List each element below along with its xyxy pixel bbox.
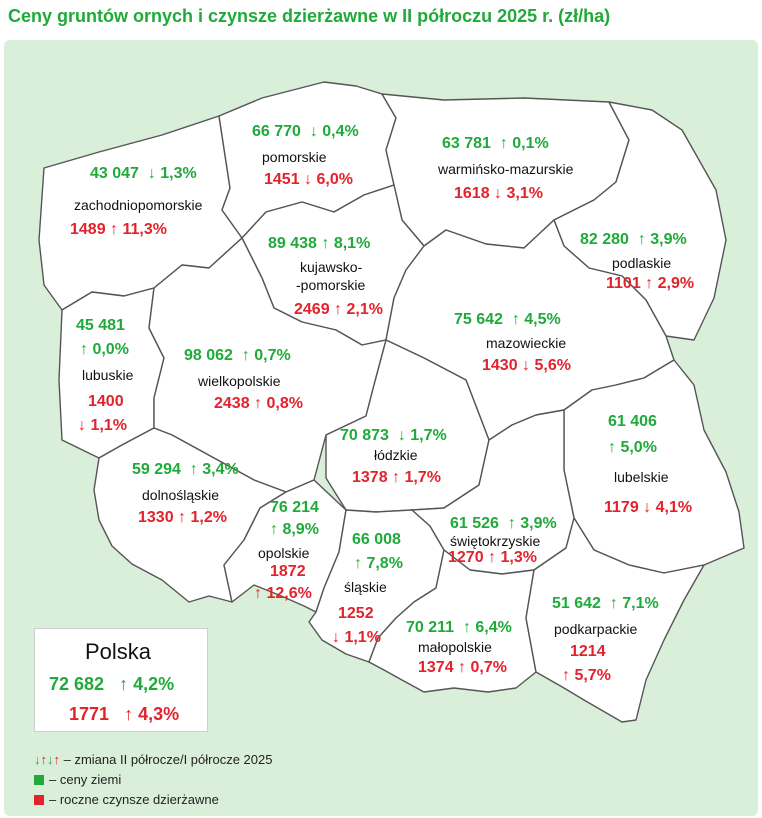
price-pomorskie: 66 770 ↓ 0,4%	[252, 123, 359, 140]
rent-slaskie: 1252	[338, 605, 374, 622]
rent-kujawsko-pomorskie: 2469 ↑ 2,1%	[294, 301, 383, 318]
poland-summary-box: Polska 72 682 ↑ 4,2% 1771 ↑ 4,3%	[34, 628, 208, 732]
price-lubuskie: 45 481	[76, 317, 125, 334]
price-podkarpackie: 51 642 ↑ 7,1%	[552, 595, 659, 612]
name-zachodniopomorskie: zachodniopomorskie	[74, 197, 203, 213]
name-slaskie: śląskie	[344, 579, 387, 595]
rent-wielkopolskie: 2438 ↑ 0,8%	[214, 395, 303, 412]
legend-arrow-icon: ↑	[53, 752, 61, 767]
price-change-lubelskie: ↑ 5,0%	[608, 439, 657, 456]
name-opolskie: opolskie	[258, 545, 310, 561]
map-panel: 43 047 ↓ 1,3% zachodniopomorskie 1489 ↑ …	[4, 40, 758, 816]
price-mazowieckie: 75 642 ↑ 4,5%	[454, 311, 561, 328]
rent-change-lubuskie: ↓ 1,1%	[78, 417, 127, 434]
poland-name: Polska	[85, 639, 152, 664]
price-change-slaskie: ↑ 7,8%	[354, 555, 403, 572]
name-kujawsko-pomorskie-2: -pomorskie	[296, 277, 366, 293]
rent-pomorskie: 1451 ↓ 6,0%	[264, 171, 353, 188]
rent-lodzkie: 1378 ↑ 1,7%	[352, 469, 441, 486]
legend-arrows-text: – zmiana II półrocze/I półrocze 2025	[63, 752, 273, 767]
name-podlaskie: podlaskie	[612, 255, 672, 271]
name-dolnoslaskie: dolnośląskie	[142, 487, 220, 503]
poland-map	[4, 40, 758, 816]
name-lodzkie: łódzkie	[374, 447, 418, 463]
price-zachodniopomorskie: 43 047 ↓ 1,3%	[90, 165, 197, 182]
price-lubelskie: 61 406	[608, 413, 657, 430]
rent-warminsko-mazurskie: 1618 ↓ 3,1%	[454, 185, 543, 202]
rent-podlaskie: 1101 ↑ 2,9%	[606, 275, 695, 292]
red-square-icon	[34, 795, 44, 805]
legend-arrow-icons: ↓↑↓↑	[34, 752, 60, 767]
price-lodzkie: 70 873 ↓ 1,7%	[340, 427, 447, 444]
name-wielkopolskie: wielkopolskie	[198, 373, 281, 389]
legend-arrow-icon: ↑	[40, 752, 48, 767]
price-wielkopolskie: 98 062 ↑ 0,7%	[184, 347, 291, 364]
poland-rent: 1771 ↑ 4,3%	[69, 704, 180, 724]
legend-price: – ceny ziemi	[34, 772, 121, 787]
legend-rent-text: – roczne czynsze dzierżawne	[49, 792, 219, 807]
legend-arrow-icon: ↓	[47, 752, 54, 767]
name-pomorskie: pomorskie	[262, 149, 327, 165]
price-dolnoslaskie: 59 294 ↑ 3,4%	[132, 461, 239, 478]
name-lubuskie: lubuskie	[82, 367, 134, 383]
name-malopolskie: małopolskie	[418, 639, 492, 655]
price-malopolskie: 70 211 ↑ 6,4%	[406, 619, 512, 636]
green-square-icon	[34, 775, 44, 785]
name-kujawsko-pomorskie-1: kujawsko-	[300, 259, 363, 275]
rent-change-opolskie: ↑ 12,6%	[254, 585, 312, 602]
rent-malopolskie: 1374 ↑ 0,7%	[418, 659, 507, 676]
legend-arrow-icon: ↓	[34, 752, 41, 767]
poland-price: 72 682 ↑ 4,2%	[49, 674, 175, 694]
rent-swietokrzyskie: 1270 ↑ 1,3%	[448, 549, 537, 566]
name-lubelskie: lubelskie	[614, 469, 669, 485]
region-podkarpackie	[525, 517, 705, 723]
rent-lubuskie: 1400	[88, 393, 124, 410]
rent-change-slaskie: ↓ 1,1%	[332, 629, 381, 646]
rent-opolskie: 1872	[270, 563, 306, 580]
rent-mazowieckie: 1430 ↓ 5,6%	[482, 357, 571, 374]
rent-change-podkarpackie: ↑ 5,7%	[562, 667, 611, 684]
price-warminsko-mazurskie: 63 781 ↑ 0,1%	[442, 135, 549, 152]
legend-arrows: ↓↑↓↑ – zmiana II półrocze/I półrocze 202…	[34, 752, 272, 767]
name-podkarpackie: podkarpackie	[554, 621, 638, 637]
rent-lubelskie: 1179 ↓ 4,1%	[604, 499, 693, 516]
price-slaskie: 66 008	[352, 531, 401, 548]
price-change-opolskie: ↑ 8,9%	[270, 521, 319, 538]
price-podlaskie: 82 280 ↑ 3,9%	[580, 231, 687, 248]
region-malopolskie	[368, 549, 537, 693]
price-kujawsko-pomorskie: 89 438 ↑ 8,1%	[268, 235, 371, 252]
price-opolskie: 76 214	[270, 499, 319, 516]
name-warminsko-mazurskie: warmińsko-mazurskie	[438, 161, 574, 177]
legend-rent: – roczne czynsze dzierżawne	[34, 792, 219, 807]
rent-zachodniopomorskie: 1489 ↑ 11,3%	[70, 221, 167, 238]
rent-dolnoslaskie: 1330 ↑ 1,2%	[138, 509, 227, 526]
name-mazowieckie: mazowieckie	[486, 335, 567, 351]
name-swietokrzyskie: świętokrzyskie	[450, 533, 541, 549]
legend-price-text: – ceny ziemi	[49, 772, 122, 787]
price-change-lubuskie: ↑ 0,0%	[80, 341, 129, 358]
rent-podkarpackie: 1214	[570, 643, 606, 660]
map-title: Ceny gruntów ornych i czynsze dzierżawne…	[8, 6, 611, 26]
price-swietokrzyskie: 61 526 ↑ 3,9%	[450, 515, 557, 532]
